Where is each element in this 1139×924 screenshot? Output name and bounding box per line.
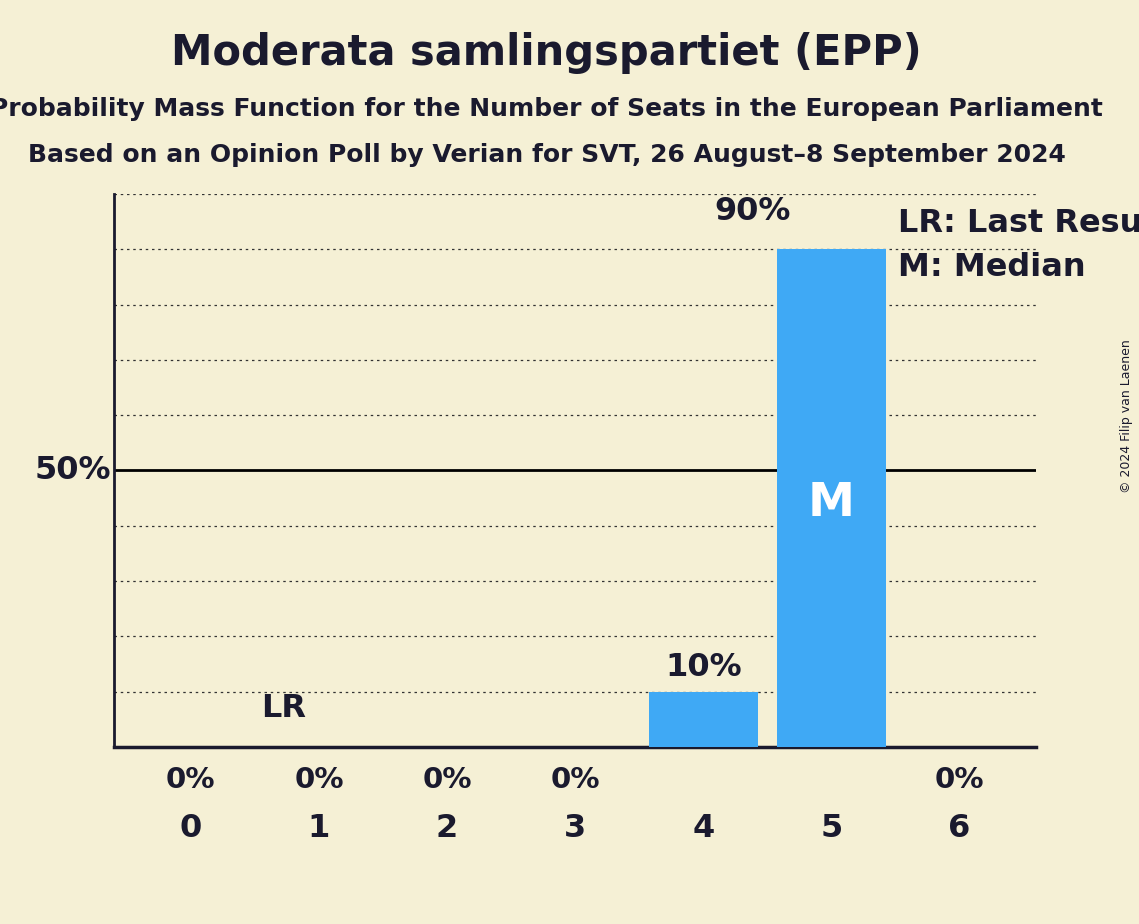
Text: 0%: 0%	[423, 766, 472, 794]
Text: Probability Mass Function for the Number of Seats in the European Parliament: Probability Mass Function for the Number…	[0, 97, 1104, 121]
Text: Moderata samlingspartiet (EPP): Moderata samlingspartiet (EPP)	[171, 32, 923, 74]
Text: 0%: 0%	[550, 766, 600, 794]
Text: 0%: 0%	[294, 766, 344, 794]
Text: M: M	[808, 481, 855, 526]
Text: 50%: 50%	[35, 455, 112, 486]
Text: LR: LR	[261, 693, 306, 723]
Text: 0%: 0%	[166, 766, 215, 794]
Text: 90%: 90%	[714, 196, 790, 227]
Text: M: Median: M: Median	[899, 252, 1085, 283]
Text: 10%: 10%	[665, 652, 741, 683]
Text: Based on an Opinion Poll by Verian for SVT, 26 August–8 September 2024: Based on an Opinion Poll by Verian for S…	[27, 143, 1066, 167]
Text: 0%: 0%	[935, 766, 984, 794]
Bar	[777, 249, 886, 747]
Text: LR: Last Result: LR: Last Result	[899, 208, 1139, 239]
Bar	[649, 691, 757, 747]
Text: © 2024 Filip van Laenen: © 2024 Filip van Laenen	[1121, 339, 1133, 492]
